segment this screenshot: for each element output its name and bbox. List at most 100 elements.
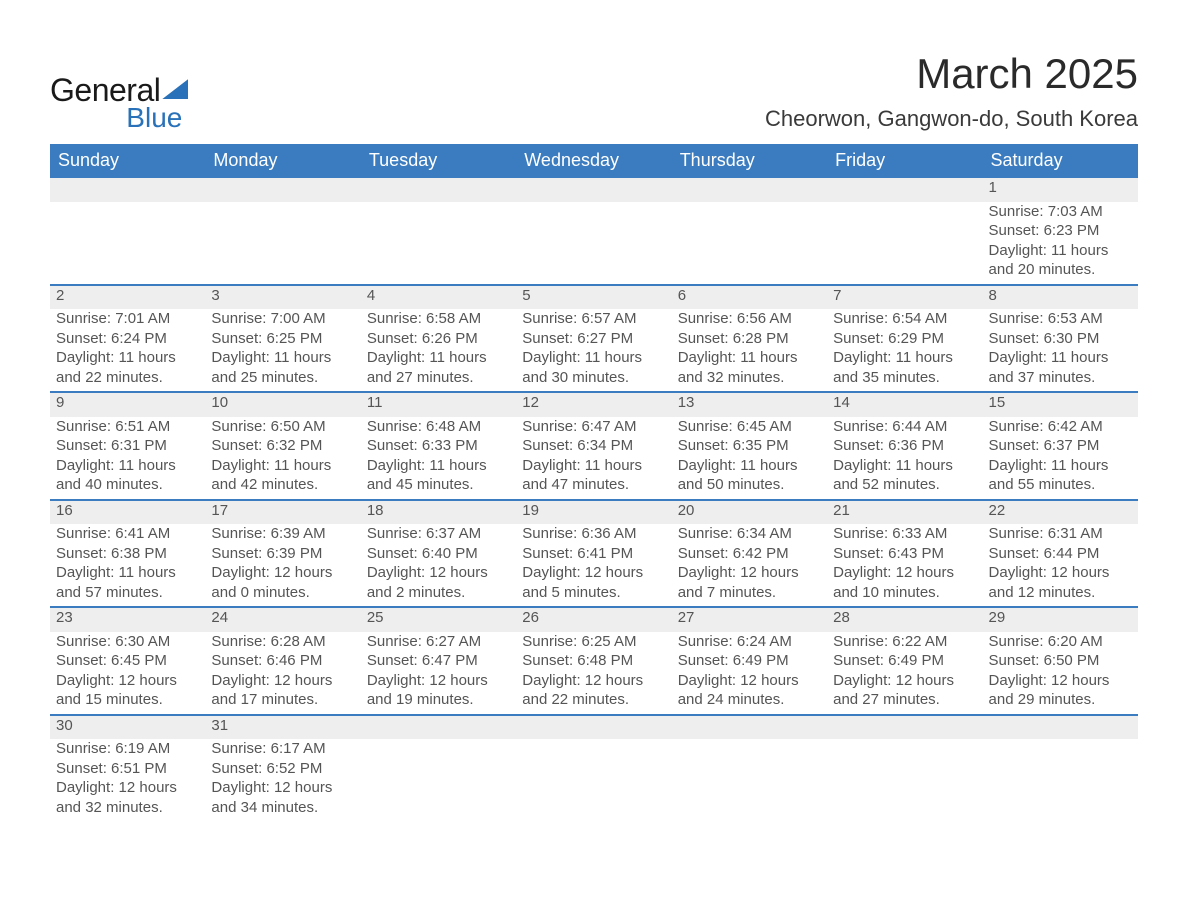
day-number-row: 23242526272829 [50,607,1138,632]
day-d2: and 27 minutes. [833,690,976,710]
calendar-table: Sunday Monday Tuesday Wednesday Thursday… [50,144,1138,821]
brand-name-2: Blue [50,104,188,132]
day-sunset: Sunset: 6:39 PM [211,544,354,564]
day-data-row: Sunrise: 6:41 AMSunset: 6:38 PMDaylight:… [50,524,1138,607]
day-sunset: Sunset: 6:32 PM [211,436,354,456]
day-sunset: Sunset: 6:50 PM [989,651,1132,671]
day-data-cell [672,202,827,285]
day-sunset: Sunset: 6:42 PM [678,544,821,564]
day-sunset: Sunset: 6:49 PM [678,651,821,671]
day-d2: and 57 minutes. [56,583,199,603]
day-number-cell: 8 [983,285,1138,310]
day-data-cell: Sunrise: 6:37 AMSunset: 6:40 PMDaylight:… [361,524,516,607]
day-d1: Daylight: 12 hours [56,671,199,691]
day-d1: Daylight: 12 hours [522,563,665,583]
day-number-cell: 11 [361,392,516,417]
day-d2: and 22 minutes. [522,690,665,710]
brand-logo: General Blue [50,74,188,132]
weekday-header: Friday [827,144,982,178]
day-sunrise: Sunrise: 6:22 AM [833,632,976,652]
day-number-cell: 28 [827,607,982,632]
day-d1: Daylight: 11 hours [678,348,821,368]
weekday-header: Wednesday [516,144,671,178]
page-header: General Blue March 2025 Cheorwon, Gangwo… [50,50,1138,132]
day-d2: and 37 minutes. [989,368,1132,388]
day-number-cell [361,715,516,740]
day-number-cell [983,715,1138,740]
day-sunrise: Sunrise: 6:24 AM [678,632,821,652]
day-sunrise: Sunrise: 7:03 AM [989,202,1132,222]
day-d1: Daylight: 11 hours [367,348,510,368]
day-data-cell: Sunrise: 6:54 AMSunset: 6:29 PMDaylight:… [827,309,982,392]
day-sunset: Sunset: 6:45 PM [56,651,199,671]
day-sunrise: Sunrise: 6:34 AM [678,524,821,544]
day-data-cell: Sunrise: 6:17 AMSunset: 6:52 PMDaylight:… [205,739,360,821]
day-d2: and 0 minutes. [211,583,354,603]
day-sunset: Sunset: 6:26 PM [367,329,510,349]
day-number-cell: 6 [672,285,827,310]
day-sunset: Sunset: 6:37 PM [989,436,1132,456]
day-number-cell: 30 [50,715,205,740]
day-data-cell: Sunrise: 6:22 AMSunset: 6:49 PMDaylight:… [827,632,982,715]
day-sunrise: Sunrise: 6:28 AM [211,632,354,652]
day-sunset: Sunset: 6:30 PM [989,329,1132,349]
day-data-cell [827,739,982,821]
day-data-cell: Sunrise: 6:50 AMSunset: 6:32 PMDaylight:… [205,417,360,500]
day-number-cell: 9 [50,392,205,417]
day-data-cell [50,202,205,285]
day-data-cell: Sunrise: 6:25 AMSunset: 6:48 PMDaylight:… [516,632,671,715]
day-data-cell: Sunrise: 6:36 AMSunset: 6:41 PMDaylight:… [516,524,671,607]
day-sunrise: Sunrise: 6:39 AM [211,524,354,544]
day-data-row: Sunrise: 7:01 AMSunset: 6:24 PMDaylight:… [50,309,1138,392]
day-sunset: Sunset: 6:33 PM [367,436,510,456]
day-data-cell: Sunrise: 6:28 AMSunset: 6:46 PMDaylight:… [205,632,360,715]
day-sunrise: Sunrise: 6:44 AM [833,417,976,437]
day-d1: Daylight: 12 hours [211,671,354,691]
day-d2: and 5 minutes. [522,583,665,603]
day-number-cell [361,178,516,202]
day-sunrise: Sunrise: 7:01 AM [56,309,199,329]
day-number-cell: 7 [827,285,982,310]
weekday-header-row: Sunday Monday Tuesday Wednesday Thursday… [50,144,1138,178]
day-sunset: Sunset: 6:28 PM [678,329,821,349]
day-number-cell: 20 [672,500,827,525]
day-data-cell: Sunrise: 6:51 AMSunset: 6:31 PMDaylight:… [50,417,205,500]
day-number-cell: 5 [516,285,671,310]
day-d1: Daylight: 11 hours [989,241,1132,261]
day-number-row: 9101112131415 [50,392,1138,417]
day-d2: and 27 minutes. [367,368,510,388]
day-d1: Daylight: 12 hours [833,563,976,583]
day-d2: and 42 minutes. [211,475,354,495]
day-sunrise: Sunrise: 6:41 AM [56,524,199,544]
day-d1: Daylight: 12 hours [211,778,354,798]
day-data-cell: Sunrise: 6:27 AMSunset: 6:47 PMDaylight:… [361,632,516,715]
day-number-cell: 3 [205,285,360,310]
day-data-cell: Sunrise: 7:00 AMSunset: 6:25 PMDaylight:… [205,309,360,392]
day-sunset: Sunset: 6:35 PM [678,436,821,456]
day-d2: and 19 minutes. [367,690,510,710]
day-data-cell: Sunrise: 6:48 AMSunset: 6:33 PMDaylight:… [361,417,516,500]
day-number-cell: 16 [50,500,205,525]
day-sunset: Sunset: 6:27 PM [522,329,665,349]
day-sunrise: Sunrise: 6:48 AM [367,417,510,437]
day-number-cell: 27 [672,607,827,632]
weekday-header: Sunday [50,144,205,178]
day-d2: and 7 minutes. [678,583,821,603]
day-data-cell: Sunrise: 7:01 AMSunset: 6:24 PMDaylight:… [50,309,205,392]
day-sunrise: Sunrise: 6:47 AM [522,417,665,437]
day-data-cell [516,202,671,285]
day-sunrise: Sunrise: 6:57 AM [522,309,665,329]
day-data-cell [672,739,827,821]
day-data-cell [361,202,516,285]
day-d2: and 17 minutes. [211,690,354,710]
day-d1: Daylight: 12 hours [367,671,510,691]
day-sunrise: Sunrise: 6:17 AM [211,739,354,759]
day-d1: Daylight: 12 hours [989,671,1132,691]
day-number-cell: 31 [205,715,360,740]
day-number-cell [827,178,982,202]
day-d1: Daylight: 11 hours [522,348,665,368]
day-sunset: Sunset: 6:41 PM [522,544,665,564]
day-number-cell: 13 [672,392,827,417]
day-d1: Daylight: 11 hours [56,348,199,368]
location-subtitle: Cheorwon, Gangwon-do, South Korea [765,106,1138,132]
